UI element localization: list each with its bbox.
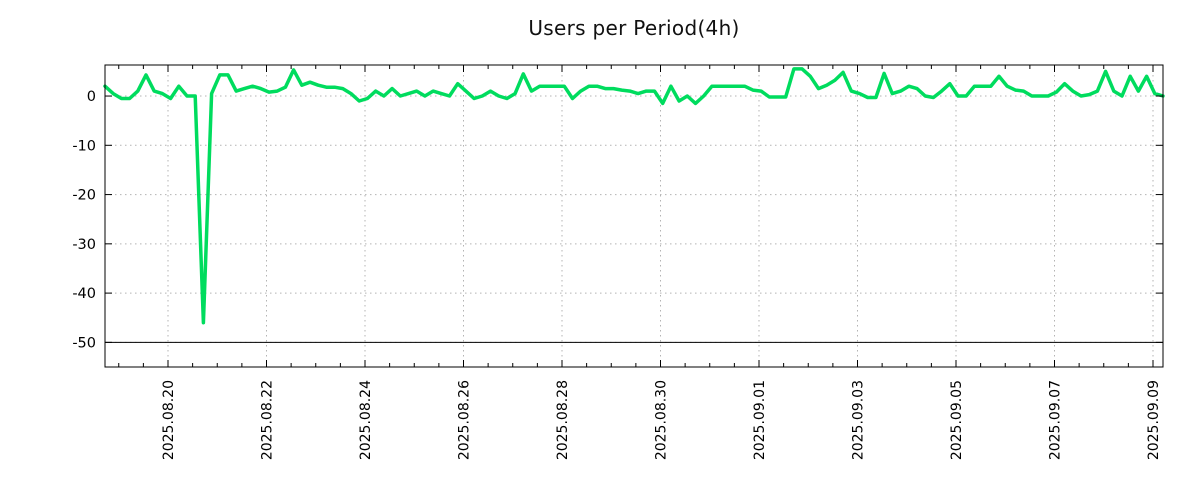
x-tick-label: 2025.08.30: [654, 380, 670, 460]
users-series-line: [103, 67, 1165, 325]
grid-lines: [105, 65, 1163, 367]
y-axis-labels: 0 -10 -20 -30 -40 -50: [72, 89, 96, 351]
y-tick-label: -10: [72, 138, 96, 154]
x-tick-label: 2025.09.03: [851, 380, 867, 460]
x-tick-label: 2025.09.01: [752, 380, 768, 460]
x-tick-label: 2025.09.07: [1048, 380, 1064, 460]
x-tick-label: 2025.08.26: [457, 380, 473, 460]
series: [103, 67, 1165, 325]
y-tick-label: -20: [72, 188, 96, 204]
axis-ticks: [105, 65, 1163, 367]
y-tick-label: 0: [87, 89, 96, 105]
x-tick-label: 2025.09.09: [1146, 380, 1162, 460]
x-axis-labels: 2025.08.20 2025.08.22 2025.08.24 2025.08.26…: [161, 380, 1162, 460]
chart-title: Users per Period(4h): [528, 16, 740, 40]
x-tick-label: 2025.09.05: [949, 380, 965, 460]
x-tick-label: 2025.08.28: [555, 380, 571, 460]
y-tick-label: -40: [72, 286, 96, 302]
y-tick-label: -30: [72, 237, 96, 253]
x-tick-label: 2025.08.22: [260, 380, 276, 460]
plot-border: [104, 64, 1164, 368]
x-tick-label: 2025.08.20: [161, 380, 177, 460]
axis-frame: [104, 64, 1164, 368]
y-tick-label: -50: [72, 335, 96, 351]
x-tick-label: 2025.08.24: [358, 380, 374, 460]
